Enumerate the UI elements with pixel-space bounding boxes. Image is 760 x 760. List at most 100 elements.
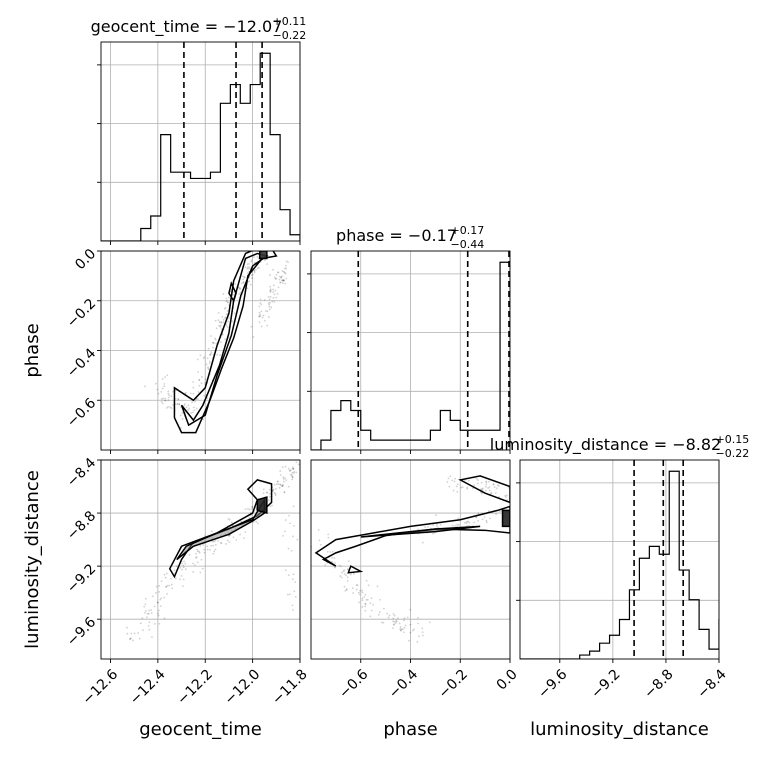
sample-point xyxy=(235,539,238,541)
sample-point xyxy=(133,632,136,635)
sample-point xyxy=(256,244,258,246)
sample-point xyxy=(224,338,227,341)
sample-point xyxy=(228,317,230,320)
sample-point xyxy=(226,310,229,312)
ytick-label-phase: −0.6 xyxy=(64,395,99,430)
sample-point xyxy=(166,407,168,409)
sample-point xyxy=(367,584,370,587)
sample-point xyxy=(361,606,364,608)
sample-point xyxy=(295,471,298,474)
sample-point xyxy=(269,290,271,292)
sample-point xyxy=(183,560,185,563)
sample-point xyxy=(194,400,196,403)
sample-point xyxy=(339,575,342,578)
sample-point xyxy=(341,571,343,574)
sample-point xyxy=(288,514,290,517)
sample-point xyxy=(287,547,290,550)
sample-point xyxy=(273,483,276,486)
sample-point xyxy=(283,530,286,533)
sample-point xyxy=(180,574,183,577)
panel-gt-ld-frame xyxy=(100,459,301,660)
sample-point xyxy=(219,354,221,357)
title-phase: phase = −0.17+0.17−0.44 xyxy=(336,224,484,251)
sample-point xyxy=(210,544,213,547)
sample-point xyxy=(421,627,424,630)
sample-point xyxy=(466,487,469,490)
sample-point xyxy=(272,296,275,299)
title-main: luminosity_distance = −8.82 xyxy=(490,435,721,455)
sample-point xyxy=(343,573,346,576)
sample-point xyxy=(404,624,407,627)
sample-point xyxy=(289,473,292,476)
sample-point xyxy=(248,266,251,269)
sample-point xyxy=(160,390,163,393)
sample-point xyxy=(163,617,166,620)
sample-point xyxy=(163,399,166,402)
sample-point xyxy=(225,300,228,303)
sample-point xyxy=(451,479,454,482)
sample-point xyxy=(260,325,263,328)
sample-point xyxy=(295,461,298,464)
sample-point xyxy=(280,279,283,282)
sample-point xyxy=(269,288,272,291)
sample-point xyxy=(213,550,216,553)
sample-point xyxy=(210,335,212,337)
sample-point xyxy=(449,475,452,478)
sample-point xyxy=(279,474,282,476)
sample-point xyxy=(400,629,403,632)
sample-point xyxy=(476,482,479,485)
hist-luminosity_distance-frame xyxy=(519,459,720,660)
sample-point xyxy=(153,605,156,608)
sample-point xyxy=(281,485,284,488)
sample-point xyxy=(195,407,198,410)
sample-point xyxy=(268,303,270,306)
sample-point xyxy=(253,269,256,272)
sample-point xyxy=(481,518,484,521)
sample-point xyxy=(218,321,221,324)
title-lower: −0.22 xyxy=(273,29,307,42)
sample-point xyxy=(165,572,168,575)
sample-point xyxy=(463,521,466,524)
sample-point xyxy=(278,486,281,489)
sample-point xyxy=(484,489,487,492)
hist-step-phase xyxy=(311,261,510,450)
sample-point xyxy=(183,404,186,407)
sample-point xyxy=(338,564,341,567)
sample-point xyxy=(179,578,181,581)
sample-point xyxy=(481,487,484,490)
sample-point xyxy=(334,562,336,564)
ytick-label-luminosity_distance: −8.8 xyxy=(64,508,99,543)
sample-point xyxy=(345,588,348,590)
sample-point xyxy=(272,268,274,271)
sample-point xyxy=(222,321,225,324)
sample-point xyxy=(465,522,468,525)
sample-point xyxy=(242,281,245,284)
sample-point xyxy=(403,626,406,629)
sample-point xyxy=(505,496,507,498)
sample-point xyxy=(324,564,327,567)
sample-point xyxy=(477,512,480,515)
sample-point xyxy=(228,541,231,543)
sample-point xyxy=(215,327,218,330)
sample-point xyxy=(187,404,190,407)
sample-point xyxy=(281,279,284,282)
sample-point xyxy=(206,545,209,548)
sample-point xyxy=(329,551,332,553)
sample-point xyxy=(224,306,227,309)
sample-point xyxy=(262,492,265,495)
sample-point xyxy=(291,475,294,478)
sample-point xyxy=(448,485,451,488)
sample-point xyxy=(143,605,146,608)
contour-gt-ph-2 xyxy=(228,281,237,303)
sample-point xyxy=(290,473,293,476)
sample-point xyxy=(489,517,491,520)
sample-point xyxy=(162,397,164,400)
ylabel-phase: phase xyxy=(22,323,43,377)
sample-point xyxy=(269,295,272,298)
sample-point xyxy=(157,601,159,604)
sample-point xyxy=(285,277,288,280)
sample-point xyxy=(447,477,450,480)
sample-point xyxy=(238,287,240,289)
ylabel-luminosity_distance: luminosity_distance xyxy=(22,470,43,649)
sample-point xyxy=(214,539,217,542)
